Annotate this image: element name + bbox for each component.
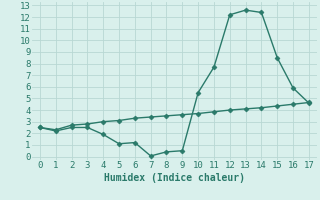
X-axis label: Humidex (Indice chaleur): Humidex (Indice chaleur) xyxy=(104,173,245,183)
